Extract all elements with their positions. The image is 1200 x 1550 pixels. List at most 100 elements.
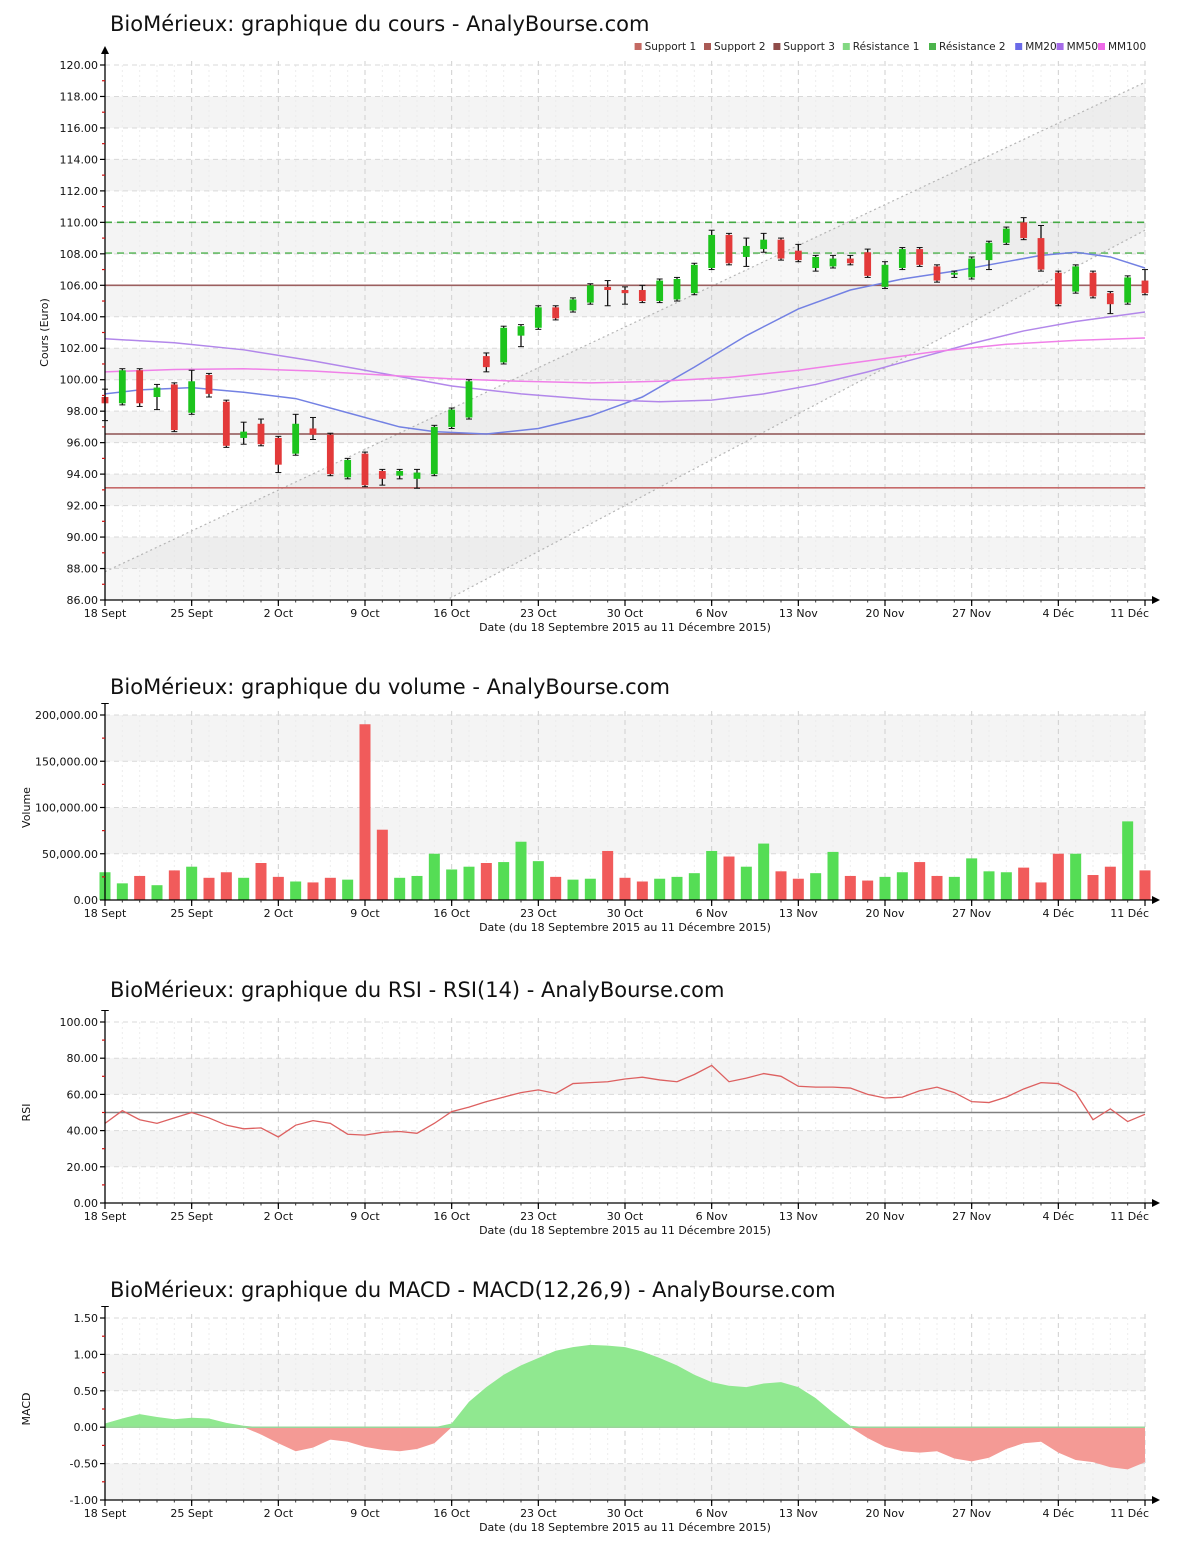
svg-text:1.50: 1.50 bbox=[74, 1312, 99, 1325]
svg-text:30 Oct: 30 Oct bbox=[607, 907, 644, 920]
svg-text:4 Déc: 4 Déc bbox=[1042, 1507, 1074, 1520]
svg-text:0.00: 0.00 bbox=[74, 1421, 99, 1434]
svg-text:20 Nov: 20 Nov bbox=[866, 607, 905, 620]
svg-text:MM100: MM100 bbox=[1108, 41, 1146, 53]
svg-text:6 Nov: 6 Nov bbox=[696, 607, 728, 620]
svg-text:108.00: 108.00 bbox=[60, 248, 99, 261]
svg-text:Date (du 18 Septembre 2015 au: Date (du 18 Septembre 2015 au 11 Décembr… bbox=[479, 1224, 771, 1237]
rsi-chart-title: BioMérieux: graphique du RSI - RSI(14) -… bbox=[110, 978, 725, 1002]
svg-text:110.00: 110.00 bbox=[60, 216, 99, 229]
svg-text:16 Oct: 16 Oct bbox=[433, 607, 470, 620]
svg-text:Support 1: Support 1 bbox=[645, 41, 697, 53]
svg-text:18 Sept: 18 Sept bbox=[84, 1210, 127, 1223]
svg-text:18 Sept: 18 Sept bbox=[84, 1507, 127, 1520]
svg-text:90.00: 90.00 bbox=[67, 531, 99, 544]
svg-text:13 Nov: 13 Nov bbox=[779, 1507, 818, 1520]
svg-text:96.00: 96.00 bbox=[67, 437, 99, 450]
svg-text:4 Déc: 4 Déc bbox=[1042, 607, 1074, 620]
svg-text:Support 2: Support 2 bbox=[714, 41, 766, 53]
svg-text:Date (du 18 Septembre 2015 au: Date (du 18 Septembre 2015 au 11 Décembr… bbox=[479, 1521, 771, 1534]
svg-text:MM50: MM50 bbox=[1067, 41, 1098, 53]
svg-text:100.00: 100.00 bbox=[60, 374, 99, 387]
svg-text:200,000.00: 200,000.00 bbox=[35, 709, 98, 722]
svg-text:94.00: 94.00 bbox=[67, 468, 99, 481]
svg-text:100,000.00: 100,000.00 bbox=[35, 802, 98, 815]
rsi-chart-canvas: 0.00 20.00 40.00 60.00 80.00 100.00 18 Sept 25 … bbox=[20, 1010, 1160, 1237]
svg-text:6 Nov: 6 Nov bbox=[696, 907, 728, 920]
svg-text:116.00: 116.00 bbox=[60, 122, 99, 135]
svg-text:27 Nov: 27 Nov bbox=[952, 607, 991, 620]
svg-text:Résistance 1: Résistance 1 bbox=[853, 41, 920, 53]
svg-text:9 Oct: 9 Oct bbox=[350, 607, 380, 620]
svg-text:60.00: 60.00 bbox=[67, 1088, 99, 1101]
svg-text:9 Oct: 9 Oct bbox=[350, 1210, 380, 1223]
svg-text:2 Oct: 2 Oct bbox=[264, 607, 294, 620]
svg-text:92.00: 92.00 bbox=[67, 500, 99, 513]
svg-text:25 Sept: 25 Sept bbox=[170, 907, 213, 920]
svg-text:150,000.00: 150,000.00 bbox=[35, 755, 98, 768]
svg-text:16 Oct: 16 Oct bbox=[433, 1210, 470, 1223]
svg-text:Résistance 2: Résistance 2 bbox=[939, 41, 1006, 53]
svg-text:23 Oct: 23 Oct bbox=[520, 907, 557, 920]
svg-text:16 Oct: 16 Oct bbox=[433, 907, 470, 920]
svg-text:80.00: 80.00 bbox=[67, 1052, 99, 1065]
svg-text:40.00: 40.00 bbox=[67, 1125, 99, 1138]
svg-text:23 Oct: 23 Oct bbox=[520, 1210, 557, 1223]
svg-text:13 Nov: 13 Nov bbox=[779, 1210, 818, 1223]
svg-text:106.00: 106.00 bbox=[60, 279, 99, 292]
svg-text:9 Oct: 9 Oct bbox=[350, 907, 380, 920]
svg-text:118.00: 118.00 bbox=[60, 90, 99, 103]
svg-text:104.00: 104.00 bbox=[60, 311, 99, 324]
svg-text:1.00: 1.00 bbox=[74, 1348, 99, 1361]
svg-text:13 Nov: 13 Nov bbox=[779, 907, 818, 920]
svg-text:2 Oct: 2 Oct bbox=[264, 1210, 294, 1223]
svg-text:88.00: 88.00 bbox=[67, 563, 99, 576]
svg-text:25 Sept: 25 Sept bbox=[170, 1210, 213, 1223]
svg-text:RSI: RSI bbox=[20, 1104, 33, 1122]
svg-text:20.00: 20.00 bbox=[67, 1161, 99, 1174]
svg-text:114.00: 114.00 bbox=[60, 153, 99, 166]
svg-text:23 Oct: 23 Oct bbox=[520, 607, 557, 620]
svg-text:11 Déc: 11 Déc bbox=[1110, 1210, 1149, 1223]
svg-text:Date (du 18 Septembre 2015 au: Date (du 18 Septembre 2015 au 11 Décembr… bbox=[479, 921, 771, 934]
svg-text:27 Nov: 27 Nov bbox=[952, 1507, 991, 1520]
cours-chart-title: BioMérieux: graphique du cours - AnalyBo… bbox=[110, 12, 650, 36]
svg-text:MM20: MM20 bbox=[1025, 41, 1056, 53]
svg-text:Date (du 18 Septembre 2015 au: Date (du 18 Septembre 2015 au 11 Décembr… bbox=[479, 621, 771, 634]
svg-text:30 Oct: 30 Oct bbox=[607, 1507, 644, 1520]
svg-text:23 Oct: 23 Oct bbox=[520, 1507, 557, 1520]
svg-text:98.00: 98.00 bbox=[67, 405, 99, 418]
svg-text:100.00: 100.00 bbox=[60, 1016, 99, 1029]
svg-text:-1.00: -1.00 bbox=[70, 1494, 98, 1507]
svg-text:112.00: 112.00 bbox=[60, 185, 99, 198]
svg-text:25 Sept: 25 Sept bbox=[170, 607, 213, 620]
volume-chart-title: BioMérieux: graphique du volume - AnalyB… bbox=[110, 675, 670, 699]
svg-text:18 Sept: 18 Sept bbox=[84, 907, 127, 920]
svg-text:11 Déc: 11 Déc bbox=[1110, 607, 1149, 620]
svg-text:120.00: 120.00 bbox=[60, 59, 99, 72]
macd-chart-canvas: -1.00 -0.50 0.00 0.50 1.00 1.50 18 Sept 25 Sept… bbox=[20, 1306, 1160, 1534]
svg-text:2 Oct: 2 Oct bbox=[264, 907, 294, 920]
macd-chart-title: BioMérieux: graphique du MACD - MACD(12,… bbox=[110, 1278, 836, 1302]
svg-text:4 Déc: 4 Déc bbox=[1042, 907, 1074, 920]
svg-text:6 Nov: 6 Nov bbox=[696, 1507, 728, 1520]
svg-text:-0.50: -0.50 bbox=[70, 1458, 98, 1471]
svg-text:18 Sept: 18 Sept bbox=[84, 607, 127, 620]
svg-text:25 Sept: 25 Sept bbox=[170, 1507, 213, 1520]
svg-text:11 Déc: 11 Déc bbox=[1110, 907, 1149, 920]
svg-text:27 Nov: 27 Nov bbox=[952, 907, 991, 920]
svg-text:20 Nov: 20 Nov bbox=[866, 1210, 905, 1223]
svg-text:50,000.00: 50,000.00 bbox=[42, 848, 98, 861]
svg-text:11 Déc: 11 Déc bbox=[1110, 1507, 1149, 1520]
svg-text:0.00: 0.00 bbox=[74, 1197, 99, 1210]
svg-text:102.00: 102.00 bbox=[60, 342, 99, 355]
svg-text:16 Oct: 16 Oct bbox=[433, 1507, 470, 1520]
svg-text:0.00: 0.00 bbox=[74, 894, 99, 907]
svg-text:9 Oct: 9 Oct bbox=[350, 1507, 380, 1520]
svg-text:0.50: 0.50 bbox=[74, 1385, 99, 1398]
svg-text:30 Oct: 30 Oct bbox=[607, 1210, 644, 1223]
svg-text:Cours (Euro): Cours (Euro) bbox=[38, 298, 51, 367]
cours-chart-canvas: Support 1 Support 2 Support 3 Résistance 1 R… bbox=[38, 41, 1160, 634]
svg-text:27 Nov: 27 Nov bbox=[952, 1210, 991, 1223]
